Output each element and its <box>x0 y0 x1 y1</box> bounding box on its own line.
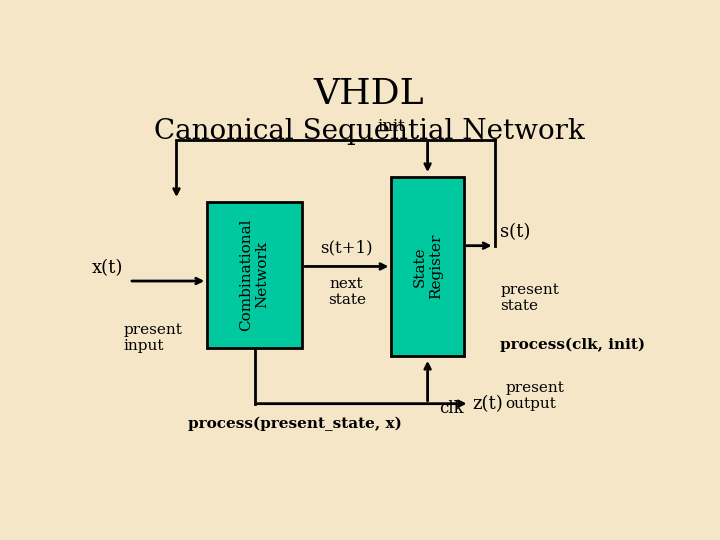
Text: Canonical Sequential Network: Canonical Sequential Network <box>153 118 585 145</box>
Text: z(t): z(t) <box>472 395 503 413</box>
Text: clk: clk <box>438 400 464 416</box>
Text: VHDL: VHDL <box>314 77 424 111</box>
Bar <box>207 202 302 348</box>
Text: present
input: present input <box>124 322 182 353</box>
Text: present
output: present output <box>505 381 564 411</box>
Text: s(t): s(t) <box>500 224 531 241</box>
Text: process(present_state, x): process(present_state, x) <box>188 416 402 430</box>
Text: Combinational
Network: Combinational Network <box>240 219 270 331</box>
Text: process(clk, init): process(clk, init) <box>500 337 645 352</box>
Text: State
Register: State Register <box>413 234 443 299</box>
Text: init: init <box>377 118 405 136</box>
Text: present
state: present state <box>500 283 559 313</box>
Text: x(t): x(t) <box>92 259 124 277</box>
Bar <box>392 177 464 356</box>
Text: s(t+1): s(t+1) <box>320 239 373 256</box>
Text: next
state: next state <box>328 277 366 307</box>
